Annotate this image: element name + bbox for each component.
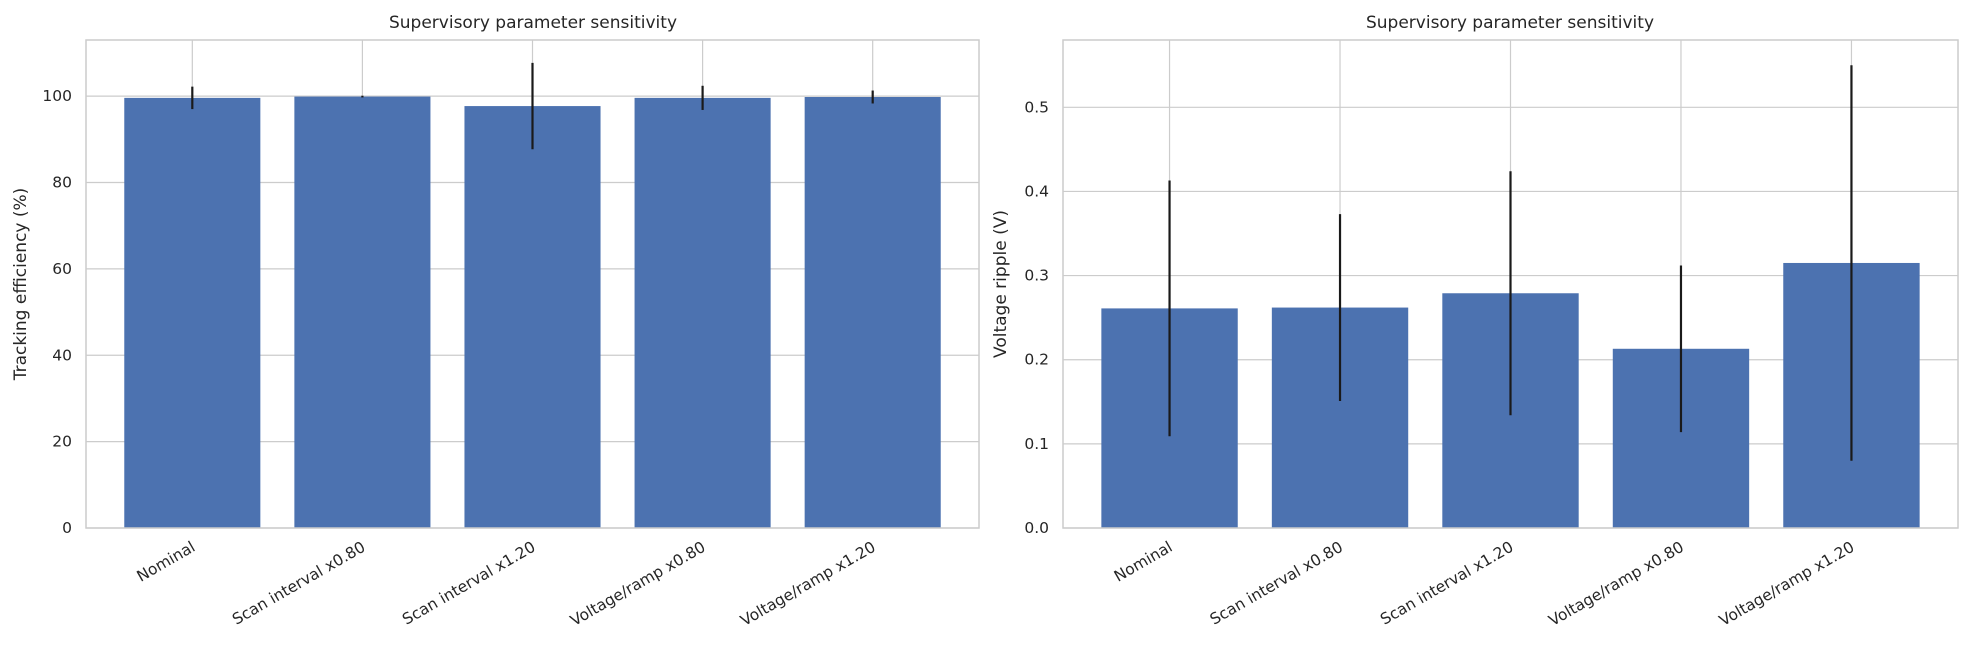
y-axis-label: Tracking efficiency (%) (11, 188, 31, 382)
y-tick-label: 20 (52, 433, 72, 451)
bar (804, 97, 941, 528)
plot-frame (85, 39, 980, 529)
y-tick-label: 0.3 (1024, 267, 1049, 285)
bar (294, 96, 431, 528)
y-tick-label: 40 (52, 346, 72, 364)
bar (124, 97, 261, 529)
bar (634, 97, 771, 529)
y-tick-label: 0.2 (1024, 351, 1049, 369)
y-tick-label: 100 (42, 87, 72, 105)
y-tick-label: 0.0 (1024, 519, 1049, 537)
y-tick-label: 0.5 (1024, 98, 1049, 116)
y-tick-label: 60 (52, 260, 72, 278)
y-axis-label: Voltage ripple (V) (991, 210, 1011, 358)
y-tick-label: 80 (52, 174, 72, 192)
chart-title: Supervisory parameter sensitivity (1366, 13, 1654, 33)
y-tick-label: 0 (62, 519, 72, 537)
y-tick-label: 0.1 (1024, 435, 1049, 453)
plot-frame (1062, 39, 1959, 529)
chart-title: Supervisory parameter sensitivity (389, 13, 677, 33)
y-tick-label: 0.4 (1024, 182, 1049, 200)
bar (464, 106, 601, 528)
